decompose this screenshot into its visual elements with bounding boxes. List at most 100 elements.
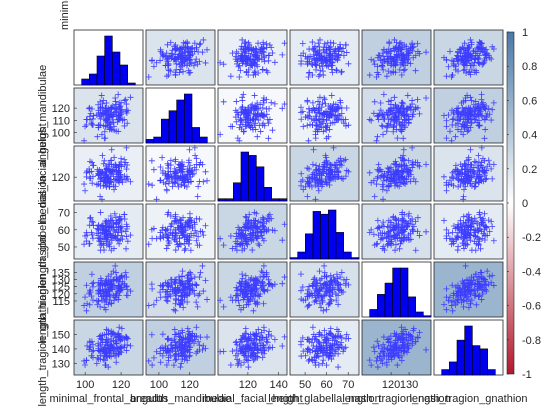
scatter-point [449, 107, 456, 114]
scatter-point [460, 67, 467, 74]
scatter-point [385, 120, 392, 127]
scatter-point [325, 63, 332, 70]
colorbar-tick-label: 0 [522, 198, 528, 210]
scatter-point [251, 69, 258, 76]
scatter-point [318, 183, 325, 190]
scatter-point [177, 162, 184, 169]
scatter-frame [217, 29, 288, 86]
scatter-point [482, 52, 489, 59]
scatter-point [314, 179, 321, 186]
scatter-point [149, 182, 156, 189]
scatter-point [326, 114, 333, 121]
scatter-point [153, 196, 160, 203]
scatter-point [321, 44, 328, 51]
scatter-point [366, 116, 373, 123]
scatter-point [191, 40, 198, 47]
scatter-point [343, 104, 350, 111]
scatter-point [331, 105, 338, 112]
scatter-point [169, 47, 176, 54]
scatter-point [89, 180, 96, 187]
scatter-point [265, 57, 272, 64]
scatter-point [263, 40, 270, 47]
scatter-point [176, 69, 183, 76]
scatter-point [481, 59, 488, 66]
scatter-point [332, 56, 339, 63]
scatter-point [448, 73, 455, 80]
scatter-point [238, 126, 245, 133]
scatter-point [233, 60, 240, 67]
scatter-point [461, 126, 468, 133]
cell-0-3 [289, 29, 360, 86]
cell-2-5 [433, 144, 504, 203]
scatter-point [300, 123, 307, 130]
scatter-point [370, 57, 377, 64]
scatter-point [178, 50, 185, 57]
scatter-point [416, 110, 423, 117]
cell-4-5 [433, 261, 504, 318]
scatter-point [393, 116, 400, 123]
scatter-point [312, 131, 319, 138]
scatter-point [103, 172, 110, 179]
scatter-point [320, 72, 327, 79]
scatter-point [251, 116, 258, 123]
scatter-point [386, 39, 393, 46]
scatter-point [105, 111, 112, 118]
scatter-point [172, 158, 179, 165]
x-tick-label: 120 [382, 379, 400, 391]
x-tick-label: 120 [239, 379, 257, 391]
scatter-point [271, 100, 278, 107]
scatter-point [370, 110, 377, 117]
scatter-point [345, 168, 352, 175]
scatter-point [468, 97, 475, 104]
scatter-point [405, 56, 412, 63]
scatter-point [461, 52, 468, 59]
scatter-point [100, 160, 107, 167]
scatter-point [479, 113, 486, 120]
scatter-point [399, 60, 406, 67]
scatter-point [320, 128, 327, 135]
cell-0-0 [73, 29, 144, 86]
scatter-point [464, 47, 471, 54]
scatter-point [392, 180, 399, 187]
scatter-point [374, 69, 381, 76]
scatter-point [416, 163, 423, 170]
scatter-point [479, 101, 486, 108]
scatter-point [268, 44, 275, 51]
scatter-point [236, 137, 243, 144]
scatter-point [481, 56, 488, 63]
scatter-point [481, 135, 488, 142]
cell-2-2 [217, 145, 288, 202]
scatter-point [204, 46, 211, 53]
scatter-point [121, 122, 128, 129]
scatter-point [187, 69, 194, 76]
scatter-point [98, 92, 105, 99]
y-tick-label: 150 [52, 330, 70, 342]
scatter-point [268, 99, 275, 106]
scatter-point [112, 95, 119, 102]
scatter-point [100, 178, 107, 185]
scatter-point [251, 60, 258, 67]
scatter-point [315, 166, 322, 173]
scatter-point [242, 119, 249, 126]
scatter-point [111, 154, 118, 161]
x-tick-label: 140 [270, 379, 288, 391]
scatter-point [407, 60, 414, 67]
scatter-point [446, 128, 453, 135]
scatter-point [388, 175, 395, 182]
scatter-point [399, 44, 406, 51]
scatter-point [127, 178, 134, 185]
scatter-point [309, 121, 316, 128]
x-tick-label: 120 [181, 379, 199, 391]
scatter-point [410, 43, 417, 50]
scatter-point [115, 104, 122, 111]
scatter-point [124, 120, 131, 127]
scatter-point [255, 69, 262, 76]
scatter-point [309, 71, 316, 78]
scatter-point [484, 110, 491, 117]
scatter-point [174, 44, 181, 51]
scatter-point [468, 55, 475, 62]
scatter-point [470, 101, 477, 108]
scatter-point [181, 44, 188, 51]
scatter-point [123, 109, 130, 116]
scatter-point [324, 160, 331, 167]
